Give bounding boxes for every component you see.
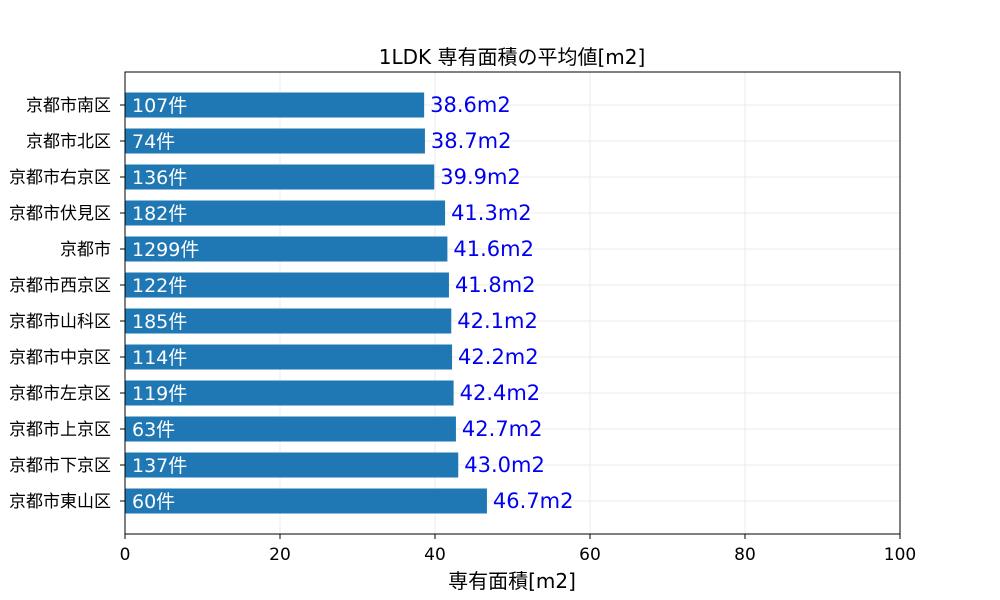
bar-value-label: 42.7m2 bbox=[462, 417, 543, 441]
y-axis: 京都市南区京都市北区京都市右京区京都市伏見区京都市京都市西京区京都市山科区京都市… bbox=[9, 96, 125, 512]
bar-count-label: 74件 bbox=[132, 131, 175, 153]
bar-value-label: 43.0m2 bbox=[464, 453, 545, 477]
y-tick-label: 京都市 bbox=[60, 240, 111, 260]
bar bbox=[125, 200, 446, 226]
bar bbox=[125, 416, 456, 442]
bars-group: 107件 38.6m2 74件 38.7m2 136件 39.9m2 182件 41.3m2 1… bbox=[125, 92, 574, 514]
y-tick-label: 京都市北区 bbox=[26, 132, 111, 152]
bar-value-label: 38.7m2 bbox=[431, 129, 512, 153]
bar bbox=[125, 164, 435, 190]
y-tick-label: 京都市南区 bbox=[26, 96, 111, 116]
y-tick-label: 京都市西京区 bbox=[9, 276, 111, 296]
bar bbox=[125, 452, 459, 478]
bar-value-label: 39.9m2 bbox=[440, 165, 521, 189]
bar-count-label: 63件 bbox=[132, 419, 175, 441]
bar-value-label: 42.4m2 bbox=[460, 381, 541, 405]
y-tick-label: 京都市東山区 bbox=[9, 492, 111, 512]
bar bbox=[125, 308, 452, 334]
x-axis-label: 専有面積[m2] bbox=[448, 569, 576, 593]
bar-count-label: 182件 bbox=[132, 203, 187, 225]
bar bbox=[125, 488, 487, 514]
bar-count-label: 107件 bbox=[132, 95, 187, 117]
y-tick-label: 京都市中京区 bbox=[9, 348, 111, 368]
bar-count-label: 114件 bbox=[132, 347, 187, 369]
y-tick-label: 京都市左京区 bbox=[9, 384, 111, 404]
bar-count-label: 1299件 bbox=[132, 239, 199, 261]
bar-value-label: 41.3m2 bbox=[451, 201, 532, 225]
x-tick-label: 40 bbox=[424, 545, 446, 565]
y-tick-label: 京都市山科区 bbox=[9, 312, 111, 332]
x-tick-label: 60 bbox=[579, 545, 601, 565]
y-tick-label: 京都市上京区 bbox=[9, 420, 111, 440]
bar-value-label: 41.6m2 bbox=[453, 237, 534, 261]
y-tick-label: 京都市伏見区 bbox=[9, 204, 111, 224]
bar-count-label: 60件 bbox=[132, 491, 175, 513]
y-tick-label: 京都市下京区 bbox=[9, 456, 111, 476]
x-axis: 0 20 40 60 80 100 bbox=[120, 534, 916, 565]
bar-count-label: 136件 bbox=[132, 167, 187, 189]
x-tick-label: 80 bbox=[734, 545, 756, 565]
bar bbox=[125, 236, 448, 262]
bar bbox=[125, 344, 453, 370]
y-tick-label: 京都市右京区 bbox=[9, 168, 111, 188]
bar-value-label: 46.7m2 bbox=[493, 489, 574, 513]
bar-value-label: 42.1m2 bbox=[457, 309, 538, 333]
bar-count-label: 119件 bbox=[132, 383, 187, 405]
bar-value-label: 42.2m2 bbox=[458, 345, 539, 369]
bar bbox=[125, 92, 425, 118]
bar bbox=[125, 380, 454, 406]
plot-frame bbox=[124, 71, 901, 535]
x-tick-label: 20 bbox=[269, 545, 291, 565]
x-tick-label: 100 bbox=[884, 545, 916, 565]
bar-count-label: 122件 bbox=[132, 275, 187, 297]
bar bbox=[125, 272, 449, 298]
bar bbox=[125, 128, 425, 154]
x-tick-label: 0 bbox=[120, 545, 131, 565]
bar-value-label: 41.8m2 bbox=[455, 273, 536, 297]
bar-count-label: 185件 bbox=[132, 311, 187, 333]
chart-title: 1LDK 専有面積の平均値[m2] bbox=[379, 45, 646, 69]
bar-count-label: 137件 bbox=[132, 455, 187, 477]
bar-value-label: 38.6m2 bbox=[430, 93, 511, 117]
